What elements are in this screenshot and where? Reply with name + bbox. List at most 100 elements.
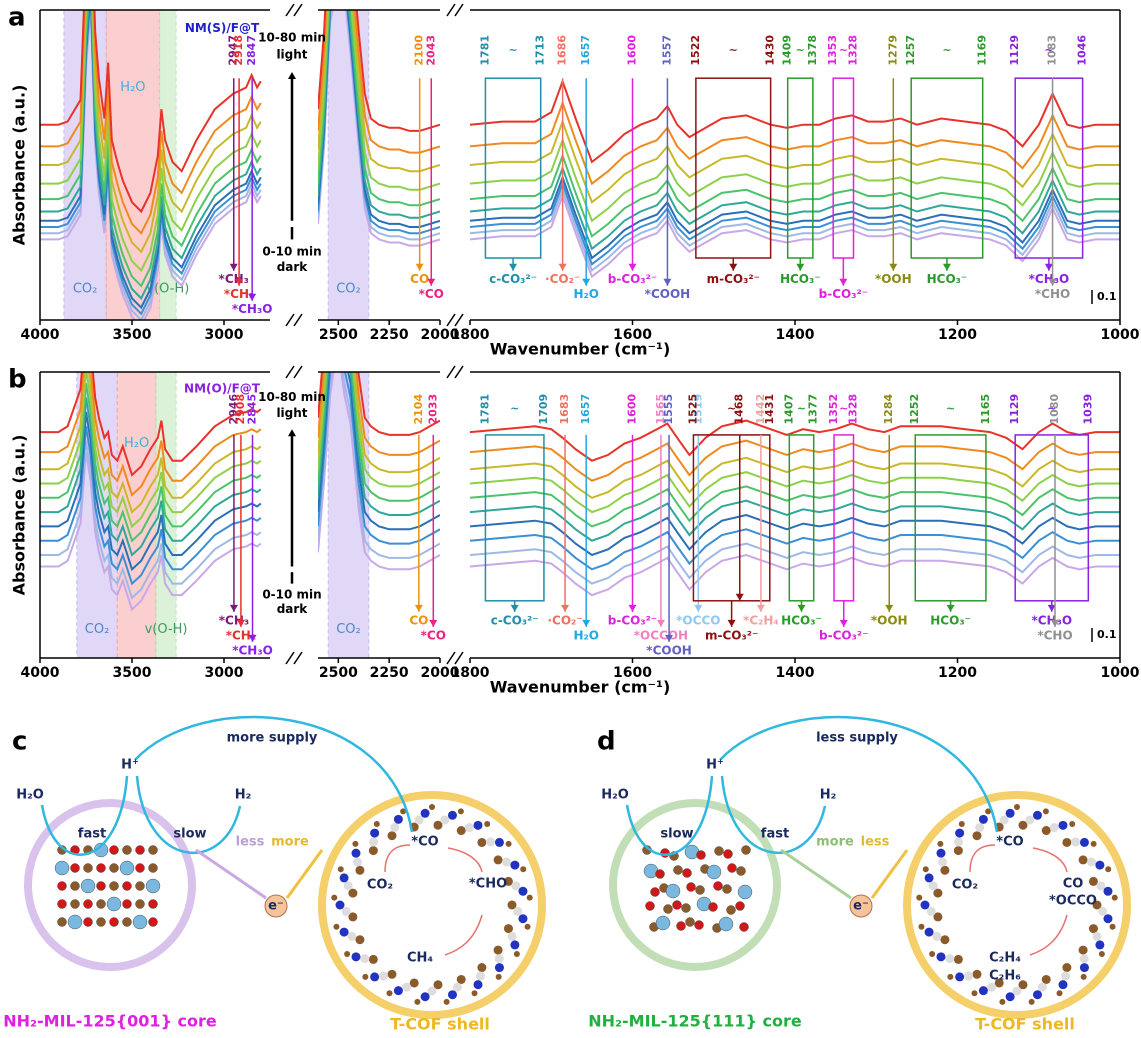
electron-label: e⁻ (853, 899, 869, 914)
mof-atom (71, 882, 80, 891)
cof-atom (342, 907, 351, 916)
cof-atom (927, 907, 936, 916)
cof-atom (1059, 980, 1068, 989)
cof-atom (1103, 914, 1112, 923)
cof-atom (453, 983, 462, 992)
axis-break (447, 4, 455, 16)
mof-atom (149, 864, 158, 873)
peak-label: 1328 (847, 394, 860, 425)
y-axis-label: Absorbance (a.u.) (10, 85, 29, 246)
peak-label: 1657 (579, 394, 592, 425)
species-label: b-CO₃²⁻ (819, 628, 868, 642)
peak-label: 1525 (686, 394, 699, 425)
peak-label: 2847 (245, 35, 258, 66)
arrow-head (736, 594, 744, 601)
mof-atom (136, 846, 145, 855)
cof-atom (344, 951, 350, 957)
cof-atom (390, 823, 399, 832)
cof-atom (476, 972, 485, 981)
electron-arrow (872, 850, 907, 898)
cof-atom (916, 895, 922, 901)
mof-atom (740, 923, 749, 932)
species-label: HCO₃⁻ (927, 272, 968, 286)
peak-label: 1257 (904, 35, 917, 66)
arrow-head (663, 279, 671, 286)
cof-atom (502, 858, 511, 867)
arrow-head (288, 72, 296, 79)
cof-atom (1069, 821, 1075, 827)
cof-atom (929, 951, 935, 957)
cof-atom (440, 815, 449, 824)
mof-atom (149, 900, 158, 909)
peak-label: 1377 (807, 394, 820, 425)
mof-atom (683, 869, 692, 878)
cof-atom (1079, 946, 1088, 955)
cof-atom (1112, 895, 1118, 901)
mof-atom (149, 846, 158, 855)
cof-atom (370, 972, 379, 981)
x-tick-label: 3000 (205, 665, 244, 681)
cof-atom (495, 838, 504, 847)
mof-atom (97, 900, 106, 909)
cof-atom (352, 841, 358, 847)
arrow-head (582, 620, 590, 627)
mof-atom (97, 882, 106, 891)
cof-atom (331, 895, 337, 901)
cof-atom (959, 821, 965, 827)
cof-atom (1095, 940, 1104, 949)
axis-break (455, 652, 463, 664)
species-label: *COOH (645, 287, 691, 301)
x-tick-label: 1400 (776, 327, 815, 343)
arrow-head (629, 605, 637, 612)
species-label: *CO (419, 287, 444, 301)
peak-label: 1557 (660, 35, 673, 66)
rate-label: fast (761, 827, 789, 842)
adsorbate-label: *CO (411, 835, 438, 850)
peak-label: 1129 (1008, 394, 1021, 425)
arrow-head (889, 264, 897, 271)
mof-atom (71, 900, 80, 909)
cof-atom (338, 866, 344, 872)
peak-label: 1378 (806, 35, 819, 66)
mof-atom (136, 882, 145, 891)
peak-label: 2104 (412, 394, 425, 425)
cof-atom (1033, 990, 1042, 999)
cof-atom (333, 924, 339, 930)
water-label: H₂O (601, 788, 629, 803)
arrow-head (288, 429, 296, 436)
shell-label: T-COF shell (975, 1015, 1075, 1034)
sample-label: NM(O)/F@T (184, 382, 261, 396)
cof-atom (421, 992, 430, 1001)
cof-atom (506, 841, 512, 847)
spectrum-line (470, 177, 1120, 258)
band-label: CO₂ (73, 282, 98, 297)
mof-atom (58, 882, 67, 891)
cof-atom (388, 970, 397, 979)
cof-atom (954, 955, 963, 964)
species-label: *OCCO (676, 613, 720, 627)
peak-label: 1468 (733, 394, 746, 425)
mof-atom (728, 864, 737, 873)
cof-atom (999, 999, 1005, 1005)
mof-atom (742, 846, 751, 855)
cof-atom (1110, 924, 1116, 930)
peak-label: 1709 (537, 394, 550, 425)
peak-label: 1129 (1008, 35, 1021, 66)
species-label: *OCCOH (634, 628, 688, 642)
cof-atom (474, 821, 483, 830)
peak-label: 1080 (1048, 394, 1061, 425)
species-label: CO (409, 613, 428, 627)
peak-label: 1353 (826, 35, 839, 66)
arrow-head (1045, 264, 1053, 271)
cof-atom (394, 986, 403, 995)
cof-atom (971, 990, 977, 996)
light-label: 10-80 min (258, 390, 326, 404)
range-separator: ~ (510, 402, 519, 415)
rate-label: slow (660, 827, 693, 842)
cof-atom (458, 808, 464, 814)
mof-atom (97, 918, 106, 927)
cof-atom (940, 866, 949, 875)
cof-atom (362, 974, 368, 980)
range-separator: ~ (797, 402, 806, 415)
species-label: b-CO₃²⁻ (608, 613, 657, 627)
